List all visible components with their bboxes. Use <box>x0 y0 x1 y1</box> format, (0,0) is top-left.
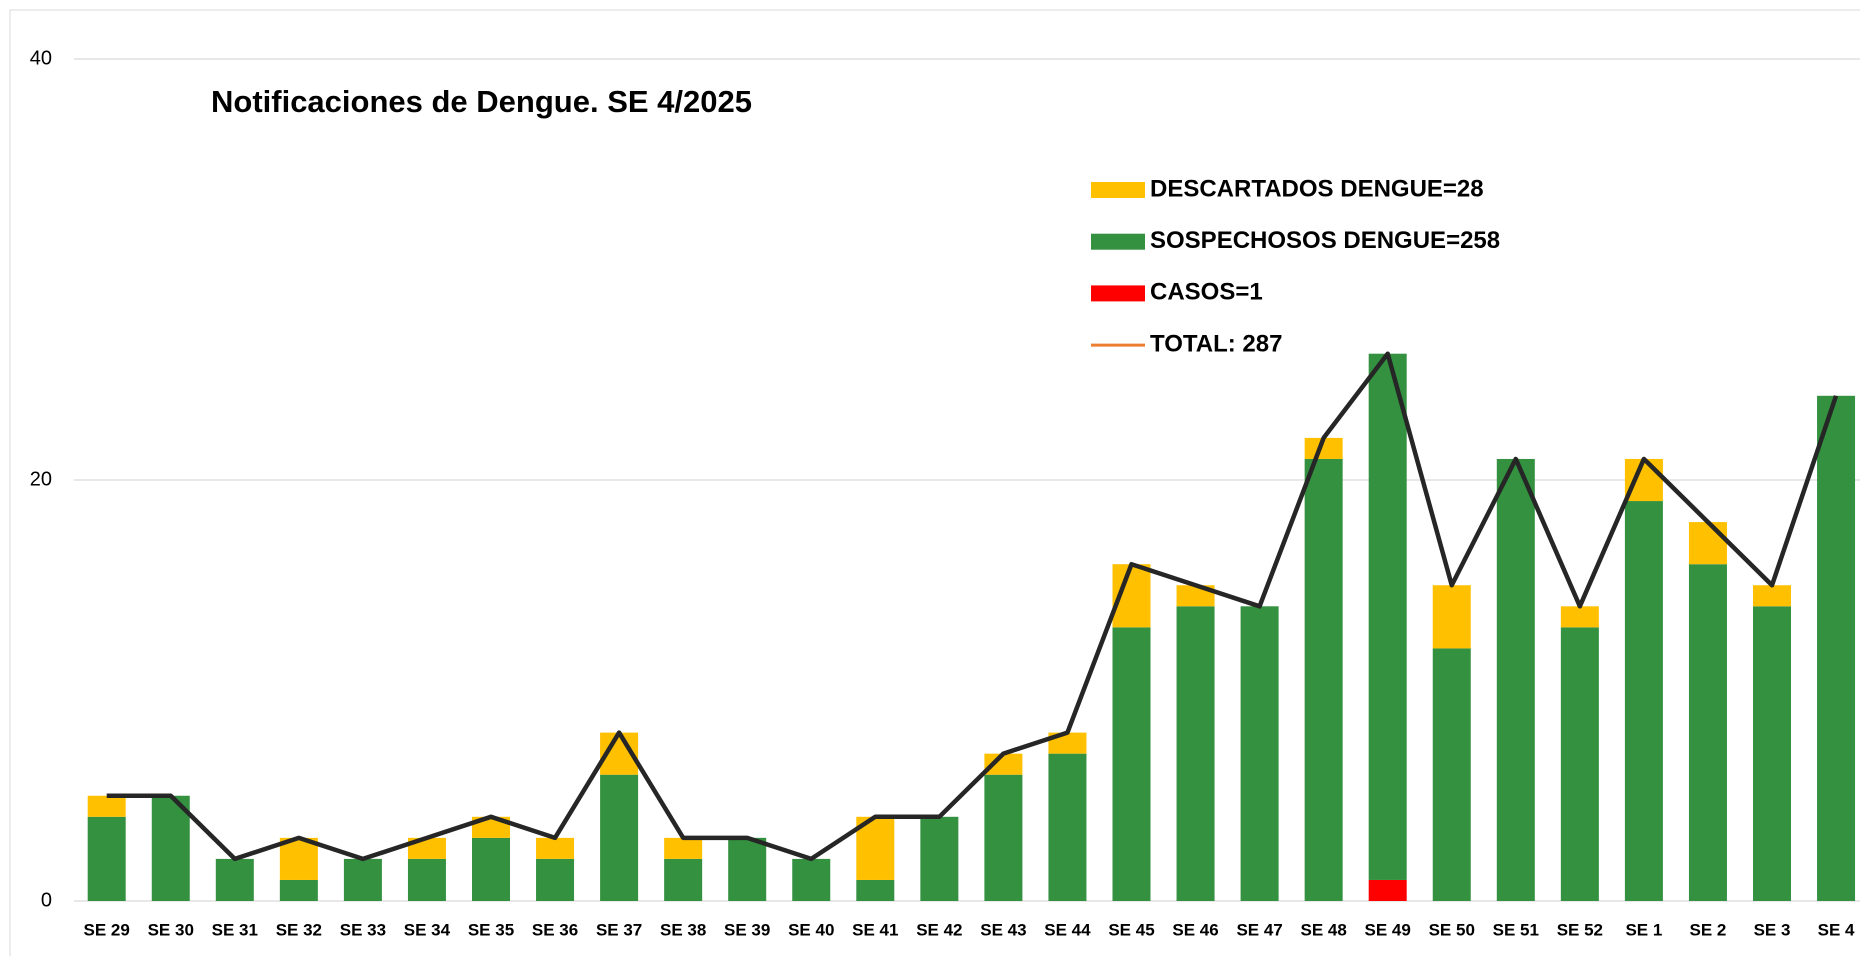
x-tick-label: SE 45 <box>1108 920 1154 939</box>
bar-segment <box>1624 458 1663 502</box>
bar-segment <box>1688 522 1727 565</box>
x-tick-label: SE 51 <box>1493 920 1539 939</box>
bar-segment <box>664 837 703 859</box>
bar-segment <box>536 858 575 901</box>
y-tick-label: 40 <box>30 47 52 69</box>
x-tick-label: SE 1 <box>1625 920 1662 939</box>
x-tick-label: SE 41 <box>852 920 898 939</box>
x-tick-label: SE 2 <box>1690 920 1727 939</box>
x-tick-label: SE 3 <box>1754 920 1791 939</box>
legend-swatch <box>1091 285 1145 302</box>
x-tick-label: SE 33 <box>340 920 386 939</box>
bar-segment <box>1753 606 1791 901</box>
bar-segment <box>984 753 1023 775</box>
bar-segment <box>1432 585 1471 649</box>
legend-swatch <box>1091 182 1145 198</box>
x-tick-label: SE 31 <box>212 920 258 939</box>
x-tick-label: SE 29 <box>84 920 130 939</box>
bar-segment <box>1368 353 1407 880</box>
bar-segment <box>1560 606 1599 628</box>
bar-segment <box>1753 585 1791 607</box>
legend-swatch <box>1091 233 1145 250</box>
y-tick-label: 0 <box>41 889 52 911</box>
bar-segment <box>87 816 126 901</box>
bar-segment <box>600 774 639 901</box>
total-line <box>106 351 1839 862</box>
legend-label: DESCARTADOS DENGUE=28 <box>1150 175 1484 202</box>
bar-segment <box>87 795 126 817</box>
bar-segment <box>1176 606 1215 901</box>
bar-segment <box>1112 627 1151 901</box>
x-tick-label: SE 52 <box>1557 920 1603 939</box>
x-tick-label: SE 50 <box>1429 920 1475 939</box>
chart-border <box>9 9 1860 956</box>
x-tick-label: SE 39 <box>724 920 770 939</box>
x-tick-label: SE 48 <box>1300 920 1346 939</box>
bar-segment <box>536 837 575 859</box>
bar-segment <box>792 858 831 901</box>
bar-segment <box>407 858 446 901</box>
bar-segment <box>215 858 254 901</box>
x-tick-label: SE 46 <box>1172 920 1218 939</box>
x-tick-label: SE 37 <box>596 920 642 939</box>
bar-segment <box>1240 606 1279 901</box>
bar-segment <box>1817 395 1856 901</box>
legend-label: CASOS=1 <box>1150 279 1263 306</box>
x-tick-label: SE 43 <box>980 920 1026 939</box>
bar-segment <box>1560 627 1599 901</box>
bar-segment <box>1304 437 1343 459</box>
bar-segment <box>1624 501 1663 901</box>
x-tick-label: SE 34 <box>404 920 451 939</box>
bar-segment <box>984 774 1023 901</box>
bar-segment <box>1368 879 1407 901</box>
bar-segment <box>1432 648 1471 901</box>
bar-segment <box>664 858 703 901</box>
bar-segment <box>1688 564 1727 901</box>
x-tick-label: SE 36 <box>532 920 578 939</box>
bar-segment <box>279 837 318 880</box>
x-tick-label: SE 4 <box>1818 920 1855 939</box>
bar-segment <box>856 879 895 901</box>
bar-segment <box>728 837 767 901</box>
bar-segment <box>920 816 959 901</box>
bar-segment <box>343 858 382 901</box>
bar-segment <box>1496 458 1535 901</box>
bar-segment <box>1304 458 1343 901</box>
legend-label: TOTAL: 287 <box>1150 330 1282 357</box>
chart-title: Notificaciones de Dengue. SE 4/2025 <box>211 84 752 119</box>
bar-segment <box>151 795 190 901</box>
x-tick-label: SE 32 <box>276 920 322 939</box>
bar-segment <box>1048 753 1087 901</box>
y-tick-label: 20 <box>30 468 52 490</box>
x-tick-label: SE 49 <box>1365 920 1411 939</box>
legend-label: SOSPECHOSOS DENGUE=258 <box>1150 227 1500 254</box>
x-tick-label: SE 35 <box>468 920 514 939</box>
x-tick-label: SE 47 <box>1236 920 1282 939</box>
bar-segment <box>279 879 318 901</box>
x-tick-label: SE 38 <box>660 920 706 939</box>
bar-segment <box>472 837 510 901</box>
x-tick-label: SE 30 <box>148 920 194 939</box>
x-tick-label: SE 40 <box>788 920 834 939</box>
x-tick-label: SE 42 <box>916 920 962 939</box>
x-tick-label: SE 44 <box>1044 920 1091 939</box>
